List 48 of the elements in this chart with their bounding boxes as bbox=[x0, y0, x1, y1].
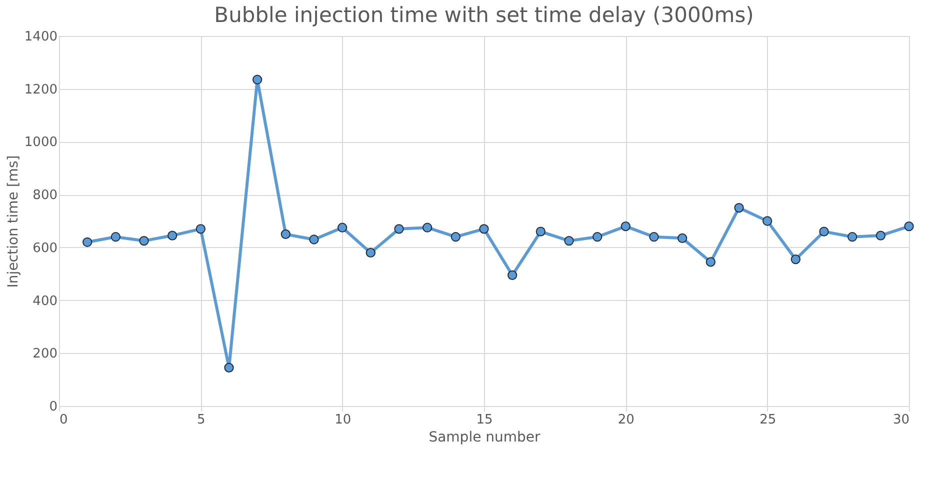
x-tick-label: 15 bbox=[476, 412, 493, 428]
x-tick-label: 20 bbox=[618, 412, 634, 428]
point bbox=[366, 248, 376, 258]
point bbox=[450, 232, 460, 242]
y-tick-label: 800 bbox=[32, 188, 58, 204]
chart-title: Bubble injection time with set time delay (3000ms) bbox=[214, 3, 754, 27]
point bbox=[706, 257, 716, 267]
point bbox=[394, 224, 404, 234]
point bbox=[110, 232, 120, 242]
y-axis-title: Injection time [ms] bbox=[5, 155, 22, 288]
point bbox=[338, 222, 348, 232]
point bbox=[678, 233, 688, 243]
point bbox=[309, 234, 319, 244]
x-tick-label: 10 bbox=[334, 412, 352, 428]
point bbox=[649, 232, 659, 242]
y-tick-label: 1000 bbox=[24, 135, 58, 150]
point bbox=[82, 237, 92, 247]
x-tick-label: 25 bbox=[760, 412, 776, 428]
point bbox=[422, 222, 432, 232]
point bbox=[762, 216, 772, 226]
point bbox=[819, 226, 829, 236]
y-tick-label: 400 bbox=[32, 294, 58, 309]
y-tick-label: 0 bbox=[49, 400, 58, 414]
point bbox=[790, 254, 800, 264]
point bbox=[620, 221, 630, 232]
point bbox=[536, 226, 546, 236]
point bbox=[252, 74, 262, 84]
point bbox=[876, 230, 886, 240]
point bbox=[168, 230, 178, 240]
point bbox=[848, 232, 858, 242]
point bbox=[592, 232, 602, 242]
point bbox=[224, 362, 234, 372]
point bbox=[734, 202, 744, 213]
x-axis-title: Sample number bbox=[428, 430, 541, 446]
y-tick-label: 1400 bbox=[24, 30, 58, 44]
x-tick-label: 0 bbox=[60, 412, 68, 428]
point bbox=[564, 236, 574, 246]
point bbox=[196, 224, 206, 234]
point bbox=[280, 229, 290, 240]
point bbox=[904, 221, 914, 232]
y-tick-label: 1200 bbox=[24, 82, 58, 98]
x-tick-label: 5 bbox=[197, 412, 206, 428]
y-tick-label: 600 bbox=[32, 240, 58, 256]
y-tick-label: 200 bbox=[32, 346, 58, 362]
x-tick-label: 30 bbox=[892, 412, 910, 428]
point bbox=[479, 224, 489, 234]
point bbox=[508, 270, 518, 280]
point bbox=[139, 236, 149, 246]
